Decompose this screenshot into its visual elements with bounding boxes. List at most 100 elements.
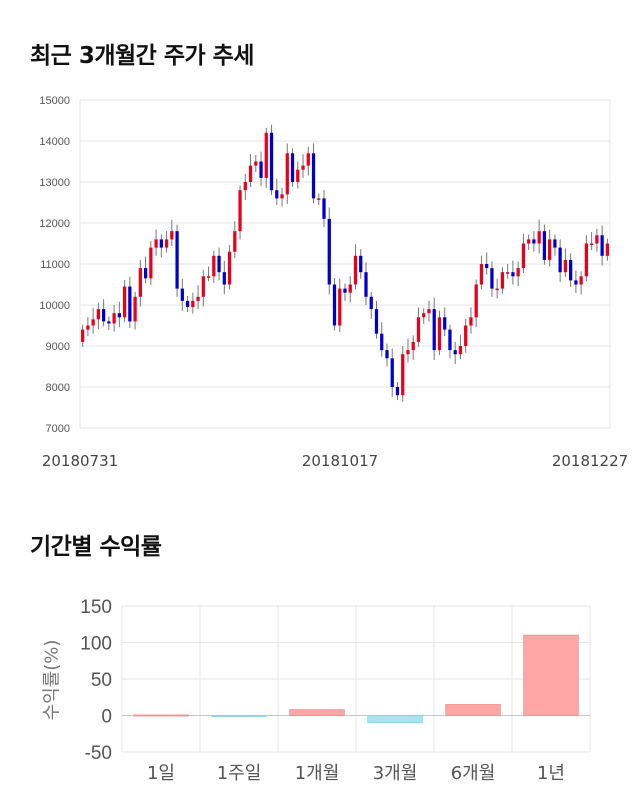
candle-body — [590, 243, 594, 245]
candle-body — [154, 239, 158, 248]
candle-body — [296, 169, 300, 182]
candle-y-ticks: 7000 8000 9000 10000 11000 12000 13000 14000 150… — [39, 95, 70, 435]
candle-body — [380, 333, 384, 351]
candle-body — [532, 239, 536, 244]
candle-body — [206, 276, 211, 278]
returns-title: 기간별 수익률 — [30, 534, 162, 560]
bar-y-tick: 50 — [91, 670, 112, 691]
candle-y-tick: 15000 — [39, 95, 70, 107]
candle-body — [427, 309, 431, 314]
candle-body — [243, 182, 247, 191]
candle-body — [437, 317, 442, 351]
candle-body — [605, 243, 610, 256]
candle-body — [159, 239, 163, 248]
candle-body — [537, 231, 541, 244]
bar-category-labels: 1일 1주일 1개월 3개월 6개월 1년 — [147, 763, 565, 784]
bar-category-label: 1주일 — [217, 763, 262, 784]
candle-body — [107, 321, 111, 324]
candle-body — [317, 198, 321, 200]
candle-body — [353, 255, 358, 285]
candle-body — [458, 346, 463, 355]
candle-body — [112, 313, 116, 324]
candle-body — [553, 239, 557, 248]
candle-y-tick: 11000 — [40, 259, 70, 271]
candle-y-tick: 12000 — [39, 218, 70, 230]
candle-body — [133, 296, 137, 322]
candle-body — [128, 286, 132, 322]
return-bar — [523, 634, 579, 716]
candle-body — [227, 251, 232, 285]
candle-y-tick: 8000 — [46, 382, 70, 394]
candle-body — [201, 276, 205, 297]
candle-body — [86, 325, 90, 330]
candle-body — [401, 354, 405, 396]
candle-body — [238, 190, 242, 232]
candle-body — [338, 288, 342, 326]
candle-body — [364, 272, 368, 297]
candle-body — [269, 132, 274, 191]
candle-body — [548, 239, 552, 260]
candle-body — [254, 161, 258, 166]
candle-body — [395, 387, 400, 396]
candle-body — [422, 313, 426, 318]
candle-body — [180, 288, 184, 301]
candle-body — [196, 296, 200, 301]
bar-category-label: 6개월 — [451, 763, 496, 784]
candle-body — [469, 317, 473, 326]
candle-body — [490, 268, 494, 289]
candle-body — [500, 272, 505, 289]
candle-body — [275, 190, 279, 199]
bar-y-tick: 100 — [80, 634, 112, 655]
candle-body — [479, 264, 484, 285]
candle-body — [448, 329, 452, 351]
candle-body — [332, 284, 337, 326]
candle-body — [301, 165, 305, 170]
bar-y-tick: -50 — [85, 743, 112, 764]
candle-body — [453, 350, 457, 355]
bar-category-label: 1일 — [147, 763, 175, 784]
candle-date-label: 20181017 — [302, 452, 378, 470]
candle-date-label: 20181227 — [552, 452, 628, 470]
candle-body — [485, 264, 489, 269]
candle-body — [385, 350, 389, 359]
candle-body — [411, 341, 415, 351]
candle-body — [311, 153, 316, 199]
candle-body — [222, 272, 226, 285]
candle-body — [164, 239, 169, 248]
bar-category-label: 1개월 — [295, 763, 340, 784]
candle-body — [406, 350, 410, 355]
candle-body — [259, 161, 263, 178]
bar-y-tick: 150 — [80, 597, 112, 618]
bar-category-label: 1년 — [537, 763, 565, 784]
bar-y-ticks: -50 0 50 100 150 — [80, 597, 112, 764]
candle-marks — [80, 124, 610, 402]
candle-body — [511, 272, 515, 277]
candle-date-label: 20180731 — [42, 452, 118, 470]
bar-grid — [121, 605, 591, 753]
price-candlestick-chart: 7000 8000 9000 10000 11000 12000 13000 14000 150… — [39, 95, 628, 470]
candle-body — [327, 218, 331, 285]
return-bar — [211, 715, 267, 717]
candle-y-tick: 9000 — [46, 341, 70, 353]
candle-body — [322, 198, 326, 219]
bar-y-tick: 0 — [101, 707, 112, 728]
candle-body — [563, 259, 568, 273]
candle-body — [569, 259, 573, 281]
candle-y-tick: 13000 — [39, 177, 70, 189]
candle-body — [542, 231, 547, 260]
candle-body — [143, 268, 148, 279]
candle-body — [600, 235, 604, 256]
return-bar — [289, 709, 345, 716]
candle-body — [343, 288, 347, 293]
candle-body — [185, 300, 190, 308]
bar-marks — [133, 634, 579, 724]
candle-body — [285, 153, 289, 195]
candle-grid — [79, 99, 611, 429]
candle-body — [290, 153, 295, 182]
candle-body — [138, 268, 142, 297]
return-bar — [445, 704, 501, 716]
bar-category-label: 3개월 — [373, 763, 418, 784]
bar-y-axis-label: 수익률(%) — [42, 640, 63, 721]
candle-body — [506, 272, 510, 274]
